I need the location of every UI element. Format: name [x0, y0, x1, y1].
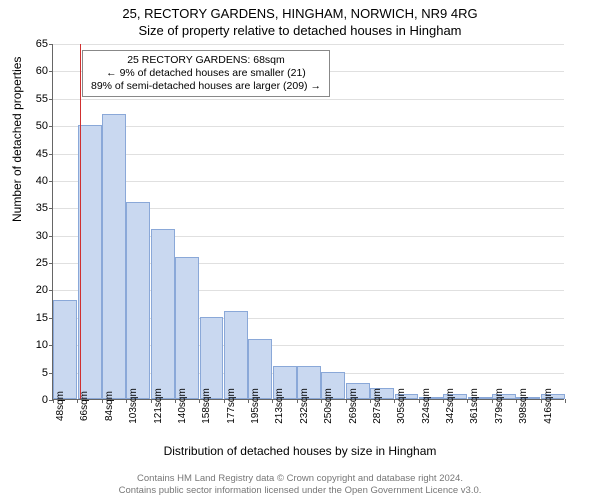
xtick-mark	[541, 399, 542, 403]
page-subtitle: Size of property relative to detached ho…	[0, 21, 600, 38]
histogram-bar	[78, 125, 102, 399]
footer-line-1: Contains HM Land Registry data © Crown c…	[0, 473, 600, 484]
ytick-label: 0	[18, 394, 48, 406]
histogram-bar	[102, 114, 126, 399]
histogram-bar	[126, 202, 150, 399]
xtick-label: 48sqm	[55, 391, 66, 421]
ytick-label: 60	[18, 65, 48, 77]
xtick-mark	[297, 399, 298, 403]
histogram-bar	[53, 300, 77, 399]
xtick-label: 84sqm	[104, 391, 115, 421]
ytick-mark	[49, 99, 53, 100]
xtick-mark	[151, 399, 152, 403]
xtick-label: 416sqm	[543, 388, 554, 424]
marker-line	[80, 44, 81, 399]
annotation-line-3: 89% of semi-detached houses are larger (…	[91, 80, 321, 93]
xtick-label: 324sqm	[421, 388, 432, 424]
annotation-box: 25 RECTORY GARDENS: 68sqm ← 9% of detach…	[82, 50, 330, 97]
ytick-mark	[49, 71, 53, 72]
xtick-mark	[443, 399, 444, 403]
ytick-label: 20	[18, 284, 48, 296]
xtick-mark	[248, 399, 249, 403]
grid-line	[53, 181, 564, 182]
histogram-bar	[224, 311, 248, 399]
xtick-label: 177sqm	[226, 388, 237, 424]
y-axis-label: Number of detached properties	[10, 57, 24, 222]
xtick-mark	[565, 399, 566, 403]
ytick-mark	[49, 154, 53, 155]
ytick-label: 10	[18, 339, 48, 351]
footer-attribution: Contains HM Land Registry data © Crown c…	[0, 473, 600, 496]
histogram-bar	[175, 257, 199, 399]
grid-line	[53, 126, 564, 127]
annotation-line-2: ← 9% of detached houses are smaller (21)	[91, 67, 321, 80]
xtick-label: 66sqm	[79, 391, 90, 421]
xtick-label: 121sqm	[153, 388, 164, 424]
xtick-label: 398sqm	[518, 388, 529, 424]
ytick-mark	[49, 263, 53, 264]
footer-line-2: Contains public sector information licen…	[0, 485, 600, 496]
xtick-mark	[492, 399, 493, 403]
ytick-label: 30	[18, 230, 48, 242]
xtick-mark	[102, 399, 103, 403]
xtick-mark	[126, 399, 127, 403]
ytick-label: 35	[18, 202, 48, 214]
xtick-label: 250sqm	[323, 388, 334, 424]
xtick-label: 158sqm	[201, 388, 212, 424]
ytick-mark	[49, 44, 53, 45]
grid-line	[53, 99, 564, 100]
ytick-label: 65	[18, 38, 48, 50]
xtick-mark	[224, 399, 225, 403]
ytick-label: 15	[18, 312, 48, 324]
xtick-mark	[175, 399, 176, 403]
xtick-label: 379sqm	[494, 388, 505, 424]
histogram-chart: 25 RECTORY GARDENS: 68sqm ← 9% of detach…	[52, 44, 564, 400]
ytick-mark	[49, 290, 53, 291]
ytick-mark	[49, 208, 53, 209]
grid-line	[53, 44, 564, 45]
ytick-label: 55	[18, 93, 48, 105]
ytick-label: 25	[18, 257, 48, 269]
ytick-mark	[49, 236, 53, 237]
histogram-bar	[151, 229, 175, 399]
xtick-mark	[419, 399, 420, 403]
ytick-mark	[49, 126, 53, 127]
xtick-mark	[346, 399, 347, 403]
xtick-label: 361sqm	[469, 388, 480, 424]
xtick-label: 103sqm	[128, 388, 139, 424]
grid-line	[53, 154, 564, 155]
ytick-label: 40	[18, 175, 48, 187]
x-axis-label: Distribution of detached houses by size …	[0, 444, 600, 458]
xtick-label: 140sqm	[177, 388, 188, 424]
xtick-label: 287sqm	[372, 388, 383, 424]
ytick-mark	[49, 181, 53, 182]
xtick-label: 269sqm	[348, 388, 359, 424]
ytick-label: 45	[18, 148, 48, 160]
xtick-label: 232sqm	[299, 388, 310, 424]
ytick-label: 50	[18, 120, 48, 132]
annotation-line-1: 25 RECTORY GARDENS: 68sqm	[91, 54, 321, 67]
page-title-address: 25, RECTORY GARDENS, HINGHAM, NORWICH, N…	[0, 0, 600, 21]
xtick-label: 195sqm	[250, 388, 261, 424]
xtick-mark	[53, 399, 54, 403]
xtick-label: 213sqm	[274, 388, 285, 424]
ytick-label: 5	[18, 367, 48, 379]
xtick-label: 305sqm	[396, 388, 407, 424]
xtick-mark	[370, 399, 371, 403]
plot-region	[52, 44, 564, 400]
histogram-bar	[200, 317, 224, 399]
xtick-label: 342sqm	[445, 388, 456, 424]
